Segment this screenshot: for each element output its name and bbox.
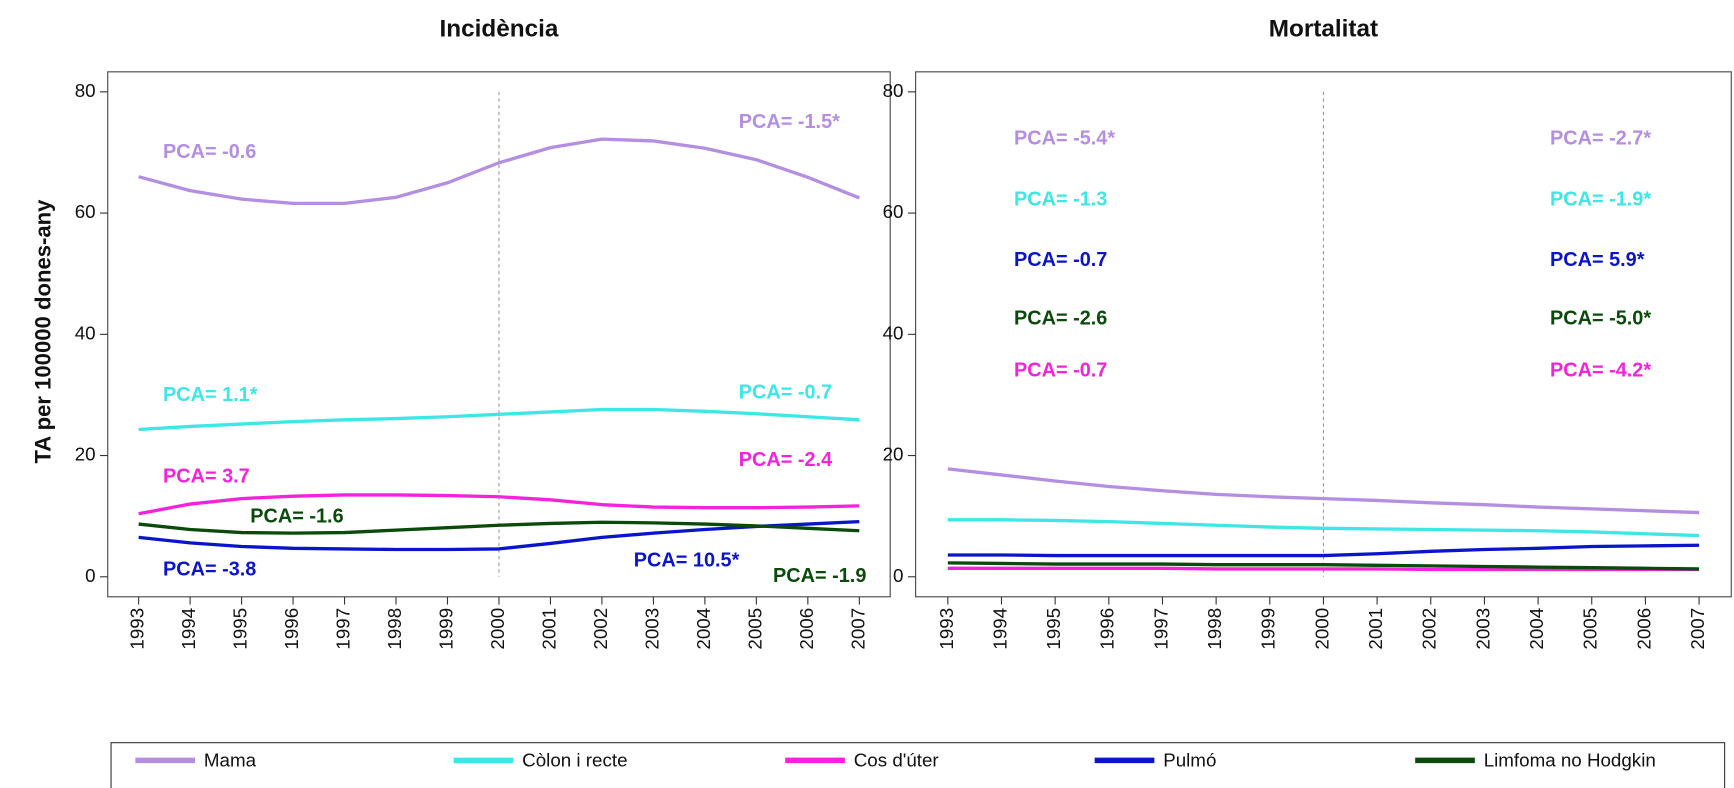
x-tick-label: 1995 xyxy=(230,608,251,650)
x-tick-label: 2007 xyxy=(847,608,868,650)
annotation: PCA= -1.9* xyxy=(1550,188,1651,210)
x-tick-label: 1999 xyxy=(435,608,456,650)
annotation: PCA= -1.3 xyxy=(1014,188,1107,210)
x-tick-label: 1994 xyxy=(989,608,1010,650)
x-tick-label: 2006 xyxy=(796,608,817,650)
series-line xyxy=(947,467,1700,515)
annotation: PCA= -1.6 xyxy=(250,505,343,527)
annotation: PCA= 1.1* xyxy=(163,384,258,406)
legend-label: Mama xyxy=(204,749,257,770)
x-tick-label: 2006 xyxy=(1633,608,1654,650)
y-tick-label: 20 xyxy=(883,444,904,465)
legend-box xyxy=(110,742,1726,788)
series-line xyxy=(947,543,1700,558)
x-tick-label: 1997 xyxy=(332,608,353,650)
annotation: PCA= 5.9* xyxy=(1550,249,1645,271)
series-line xyxy=(138,519,860,552)
x-tick-label: 2002 xyxy=(590,608,611,650)
x-tick-label: 2005 xyxy=(1580,608,1601,650)
annotation: PCA= -0.7 xyxy=(1014,249,1107,271)
x-tick-label: 2000 xyxy=(1311,608,1332,650)
x-tick-label: 2003 xyxy=(1472,608,1493,650)
x-tick-label: 1995 xyxy=(1043,608,1064,650)
y-tick-label: 60 xyxy=(75,201,96,222)
x-tick-label: 1994 xyxy=(178,608,199,650)
x-tick-label: 2002 xyxy=(1419,608,1440,650)
annotation: PCA= -1.9 xyxy=(773,565,866,587)
annotation: PCA= -3.8 xyxy=(163,559,256,581)
x-tick-label: 1999 xyxy=(1258,608,1279,650)
x-tick-label: 2007 xyxy=(1687,608,1708,650)
series-line xyxy=(947,566,1700,572)
annotation: PCA= -0.6 xyxy=(163,141,256,163)
y-tick-label: 20 xyxy=(75,444,96,465)
series-line xyxy=(138,493,860,516)
y-tick-label: 80 xyxy=(75,80,96,101)
x-tick-label: 1997 xyxy=(1150,608,1171,650)
series-line xyxy=(138,520,860,535)
x-tick-label: 2003 xyxy=(641,608,662,650)
x-tick-label: 2001 xyxy=(538,608,559,650)
annotation: PCA= 10.5* xyxy=(634,550,740,572)
y-tick-label: 40 xyxy=(883,322,904,343)
annotation: PCA= -5.0* xyxy=(1550,308,1651,330)
x-tick-label: 2001 xyxy=(1365,608,1386,650)
series-line xyxy=(138,407,860,432)
x-tick-label: 1996 xyxy=(1097,608,1118,650)
series-line xyxy=(947,561,1700,571)
x-tick-label: 2000 xyxy=(487,608,508,650)
annotation: PCA= -0.7 xyxy=(739,382,832,404)
annotation: PCA= -5.4* xyxy=(1014,128,1115,150)
y-tick-label: 40 xyxy=(75,322,96,343)
legend-label: Pulmó xyxy=(1163,749,1216,770)
series-line xyxy=(138,137,860,206)
legend-label: Limfoma no Hodgkin xyxy=(1484,749,1656,770)
x-tick-label: 1998 xyxy=(384,608,405,650)
x-tick-label: 1998 xyxy=(1204,608,1225,650)
annotation: PCA= -2.4 xyxy=(739,449,832,471)
annotation: PCA= 3.7 xyxy=(163,466,250,488)
x-tick-label: 1996 xyxy=(281,608,302,650)
annotation: PCA= -1.5* xyxy=(739,111,840,133)
chart-title: Incidència xyxy=(440,15,559,42)
y-tick-label: 0 xyxy=(85,565,95,586)
legend-label: Còlon i recte xyxy=(522,749,627,770)
annotation: PCA= -4.2* xyxy=(1550,360,1651,382)
series-line xyxy=(947,518,1700,538)
annotation: PCA= -0.7 xyxy=(1014,360,1107,382)
y-axis-label: TA per 100000 dones-any xyxy=(31,199,56,464)
annotation: PCA= -2.7* xyxy=(1550,128,1651,150)
chart-title: Mortalitat xyxy=(1269,15,1378,42)
y-tick-label: 60 xyxy=(883,201,904,222)
annotation: PCA= -2.6 xyxy=(1014,308,1107,330)
x-tick-label: 2005 xyxy=(744,608,765,650)
x-tick-label: 2004 xyxy=(1526,608,1547,650)
x-tick-label: 1993 xyxy=(936,608,957,650)
x-tick-label: 1993 xyxy=(127,608,148,650)
x-tick-label: 2004 xyxy=(693,608,714,650)
legend-label: Cos d'úter xyxy=(854,749,939,770)
y-tick-label: 0 xyxy=(893,565,903,586)
y-tick-label: 80 xyxy=(883,80,904,101)
